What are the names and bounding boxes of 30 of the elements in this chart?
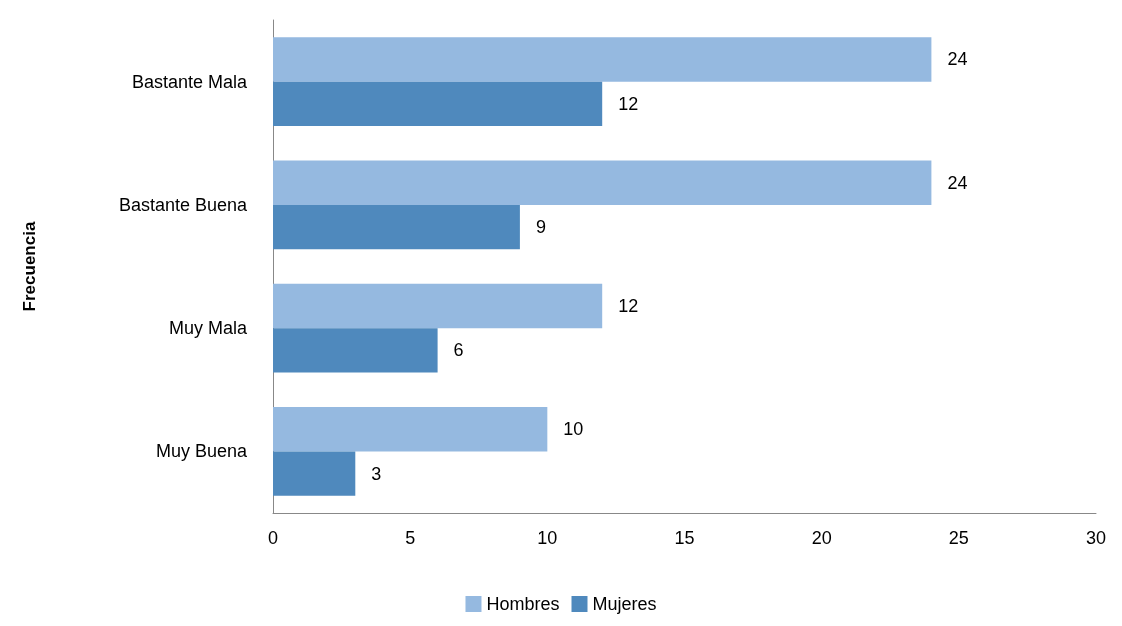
- y-tick-label: Bastante Mala: [131, 71, 248, 92]
- data-label: 3: [371, 463, 382, 484]
- y-tick-label: Muy Buena: [155, 441, 248, 462]
- bar: [273, 204, 520, 250]
- bar: [273, 37, 932, 82]
- y-tick-label: Muy Mala: [168, 318, 248, 339]
- bar: [273, 451, 356, 496]
- x-tick-label: 10: [537, 528, 558, 548]
- y-tick-label: Bastante Buena: [118, 194, 248, 215]
- bar: [273, 283, 603, 329]
- data-label: 6: [453, 340, 464, 361]
- data-label: 10: [563, 419, 584, 440]
- data-label: 12: [618, 93, 639, 114]
- x-tick-label: 0: [267, 528, 279, 548]
- legend-label: Hombres: [486, 594, 560, 614]
- bar: [273, 160, 932, 205]
- data-label: 24: [947, 172, 968, 193]
- legend-label: Mujeres: [592, 594, 657, 614]
- x-tick-label: 5: [405, 528, 416, 548]
- data-label: 9: [535, 217, 546, 238]
- x-tick-label: 15: [674, 528, 695, 548]
- bar: [273, 81, 603, 126]
- x-tick-label: 30: [1085, 528, 1107, 548]
- x-tick-label: 25: [948, 528, 969, 548]
- bar: [273, 328, 438, 373]
- data-label: 12: [618, 295, 639, 316]
- y-axis-title: Frecuencia: [20, 221, 39, 312]
- x-tick-label: 20: [811, 528, 832, 548]
- bar: [273, 407, 548, 452]
- data-label: 24: [947, 49, 968, 70]
